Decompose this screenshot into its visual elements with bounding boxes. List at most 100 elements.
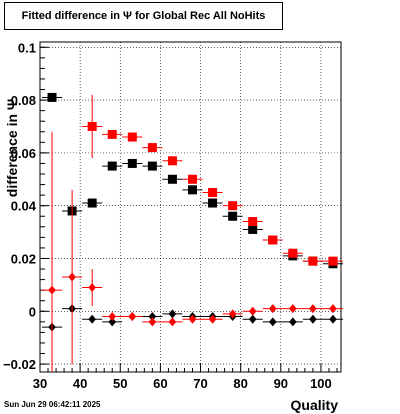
chart-title: Fitted difference in Ψ for Global Rec Al… — [4, 2, 283, 30]
x-tick-label: 90 — [274, 376, 288, 391]
y-tick-label: 0.06 — [11, 146, 36, 161]
y-tick-label: −0.02 — [3, 357, 36, 372]
timestamp-footer: Sun Jun 29 06:42:11 2025 — [4, 400, 101, 409]
square-marker — [208, 198, 218, 208]
diamond-marker — [329, 304, 337, 314]
square-marker-point — [222, 211, 243, 221]
diamond-marker — [148, 317, 157, 327]
diamond-marker-point — [302, 314, 323, 324]
x-tick-label: 70 — [193, 376, 207, 391]
diamond-marker-point — [322, 314, 344, 324]
axis-ticks: 30 40 50 60 70 80 90 100 −0.02 0 0.02 0.04 0.06 0.08 0… — [3, 40, 338, 391]
diamond-marker-point — [242, 314, 263, 324]
diamond-marker-point — [282, 317, 303, 327]
diamond-marker-point — [82, 269, 103, 306]
diamond-marker — [168, 309, 177, 319]
x-tick-label: 60 — [153, 376, 167, 391]
square-marker — [288, 248, 298, 258]
diamond-marker-point — [322, 304, 344, 314]
square-marker-point — [202, 187, 223, 197]
diamond-marker — [208, 314, 217, 324]
diamond-marker-point — [182, 314, 203, 324]
square-marker-point — [242, 224, 263, 234]
diamond-marker — [268, 317, 277, 327]
square-marker-point — [102, 161, 123, 171]
diamond-marker — [108, 312, 117, 322]
x-tick-label: 80 — [233, 376, 247, 391]
square-marker — [188, 185, 198, 195]
data-marks — [42, 92, 344, 372]
diamond-marker-point — [222, 309, 243, 319]
plot-frame — [39, 41, 342, 373]
square-marker — [188, 174, 198, 184]
square-marker-point — [322, 256, 344, 266]
grid-lines — [39, 42, 341, 372]
square-marker-point — [142, 143, 163, 153]
diamond-marker-point — [162, 309, 183, 319]
y-axis-label: difference in Ψ — [4, 99, 20, 197]
square-marker — [167, 174, 177, 184]
square-marker — [228, 211, 238, 221]
square-marker-point — [302, 256, 323, 266]
diamond-marker-point — [142, 312, 163, 322]
diamond-marker — [248, 314, 257, 324]
x-tick-label: 50 — [113, 376, 127, 391]
square-marker-point — [242, 217, 263, 227]
diamond-marker — [268, 304, 277, 314]
square-marker — [47, 92, 57, 102]
square-marker-point — [222, 201, 243, 211]
diamond-marker-point — [82, 314, 103, 324]
square-marker — [107, 129, 117, 139]
square-marker — [208, 187, 218, 197]
square-marker-point — [162, 174, 183, 184]
square-marker — [87, 198, 97, 208]
square-marker-point — [82, 94, 103, 159]
diamond-marker-point — [42, 131, 63, 372]
diamond-marker-point — [202, 314, 223, 324]
square-marker — [127, 158, 137, 168]
square-marker-point — [182, 174, 203, 184]
diamond-marker-point — [102, 312, 123, 322]
y-tick-label: 0.08 — [11, 93, 36, 108]
square-marker-point — [182, 185, 203, 195]
square-marker — [308, 256, 318, 266]
diamond-marker — [108, 317, 117, 327]
diamond-marker — [168, 317, 177, 327]
diamond-marker-point — [162, 317, 183, 327]
diamond-marker — [68, 272, 76, 282]
x-tick-label: 30 — [33, 376, 47, 391]
y-tick-label: 0.1 — [18, 40, 36, 55]
x-tick-label: 40 — [73, 376, 87, 391]
square-marker — [167, 156, 177, 166]
square-marker — [248, 224, 258, 234]
square-marker-point — [42, 92, 63, 102]
diamond-marker-point — [142, 317, 163, 327]
diamond-marker-point — [262, 304, 283, 314]
diamond-marker — [329, 314, 337, 324]
y-tick-label: 0.04 — [11, 199, 37, 214]
square-marker-point — [102, 129, 123, 139]
square-marker — [147, 161, 157, 171]
square-marker — [107, 161, 117, 171]
diamond-marker — [148, 312, 157, 322]
diamond-marker — [289, 317, 297, 327]
square-marker-point — [82, 198, 103, 208]
diamond-marker-point — [62, 189, 83, 365]
square-marker — [248, 217, 258, 227]
square-marker-point — [162, 156, 183, 166]
square-marker-point — [122, 158, 143, 168]
diamond-marker — [248, 306, 257, 316]
square-marker — [87, 121, 97, 131]
square-marker-point — [262, 235, 283, 245]
y-tick-label: 0 — [29, 304, 36, 319]
diamond-marker-point — [122, 312, 143, 322]
square-marker-point — [282, 248, 303, 258]
square-marker — [127, 132, 137, 142]
diamond-marker — [289, 304, 297, 314]
square-marker — [328, 256, 338, 266]
diamond-marker-point — [102, 317, 123, 327]
x-axis-label: Quality — [291, 397, 339, 413]
diamond-marker-point — [262, 317, 283, 327]
diamond-marker — [188, 314, 197, 324]
